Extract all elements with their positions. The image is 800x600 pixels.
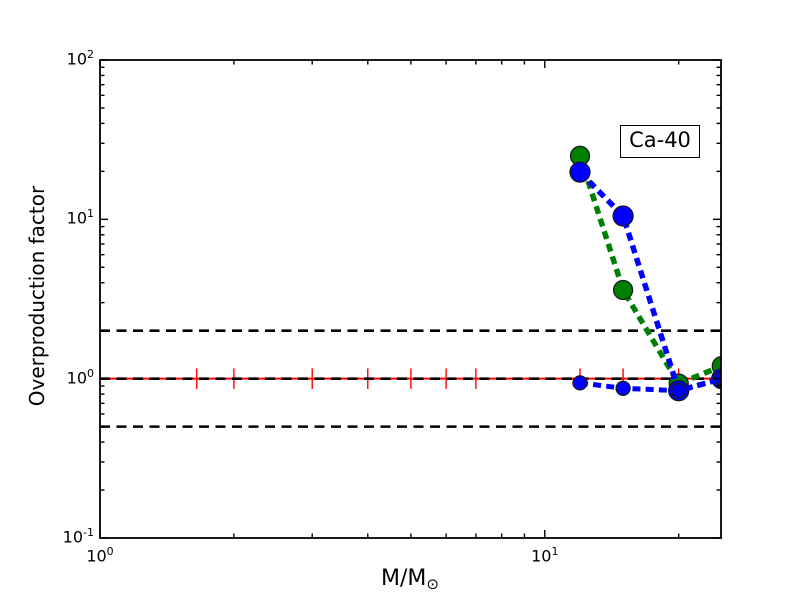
y-tick-label: 101: [66, 207, 94, 228]
series-blue-model-marker: [612, 205, 634, 227]
series-blue-model-flat: [572, 371, 721, 399]
x-tick-label: 100: [86, 545, 114, 566]
series-green-model: [569, 145, 721, 394]
x-tick-label: 101: [531, 545, 559, 566]
y-tick-label: 100: [66, 366, 94, 387]
isotope-label: Ca-40: [629, 128, 691, 152]
series-blue-model-flat-line: [579, 376, 721, 394]
solar-mass-symbol: ⊙: [426, 575, 439, 593]
y-tick-label: 10-1: [62, 526, 94, 547]
data-layer: [100, 145, 721, 428]
series-blue-model-flat-marker: [572, 375, 588, 391]
series-blue-model-marker: [569, 161, 591, 183]
series-green-model-marker: [612, 279, 634, 301]
isotope-label-box: Ca-40: [620, 125, 700, 158]
series-blue-model-line: [578, 170, 721, 395]
series-blue-model-flat-marker: [671, 383, 687, 399]
series-green-model-line: [577, 155, 721, 388]
axis-ticks: [99, 59, 721, 539]
x-axis-label: M/M⊙: [330, 566, 490, 593]
y-tick-label: 102: [66, 48, 94, 69]
series-blue-model-flat-marker: [615, 380, 631, 396]
x-axis-label-text: M/M: [381, 566, 427, 591]
